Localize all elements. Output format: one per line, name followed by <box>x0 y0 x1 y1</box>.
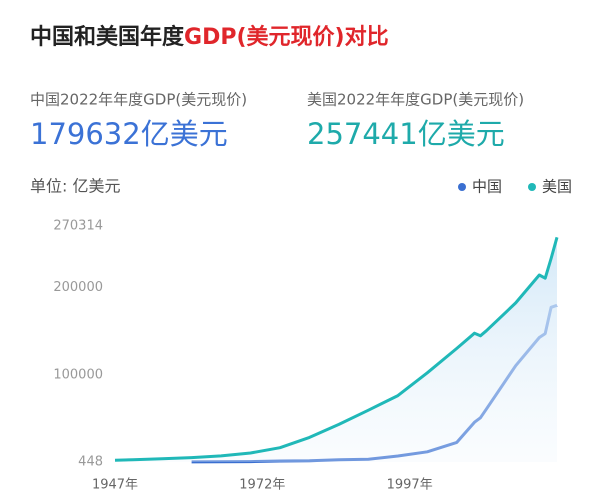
stat-label: 中国2022年年度GDP(美元现价) <box>30 91 247 109</box>
stat-value: 257441亿美元 <box>307 117 505 151</box>
area <box>115 237 557 462</box>
y-tick-label: 448 <box>78 455 103 470</box>
title-part: GDP(美元现价)对比 <box>184 24 389 50</box>
stat-label: 美国2022年年度GDP(美元现价) <box>307 91 524 109</box>
unit-label: 单位: 亿美元 <box>30 177 120 196</box>
title-part: 中国和美国年度 <box>30 24 185 50</box>
chart-title: 中国和美国年度GDP(美元现价)对比 <box>30 24 389 50</box>
y-tick-label: 200000 <box>53 280 103 295</box>
legend-label: 美国 <box>542 178 572 196</box>
y-tick-label: 100000 <box>53 367 103 382</box>
legend-marker <box>528 183 536 191</box>
x-tick-label: 1972年 <box>239 478 285 493</box>
x-tick-label: 1947年 <box>92 478 138 493</box>
x-tick-label: 1997年 <box>387 478 433 493</box>
stat-value: 179632亿美元 <box>30 117 228 151</box>
y-tick-label: 270314 <box>53 219 103 234</box>
line <box>114 236 559 462</box>
legend-marker <box>458 183 466 191</box>
legend-label: 中国 <box>472 178 502 196</box>
